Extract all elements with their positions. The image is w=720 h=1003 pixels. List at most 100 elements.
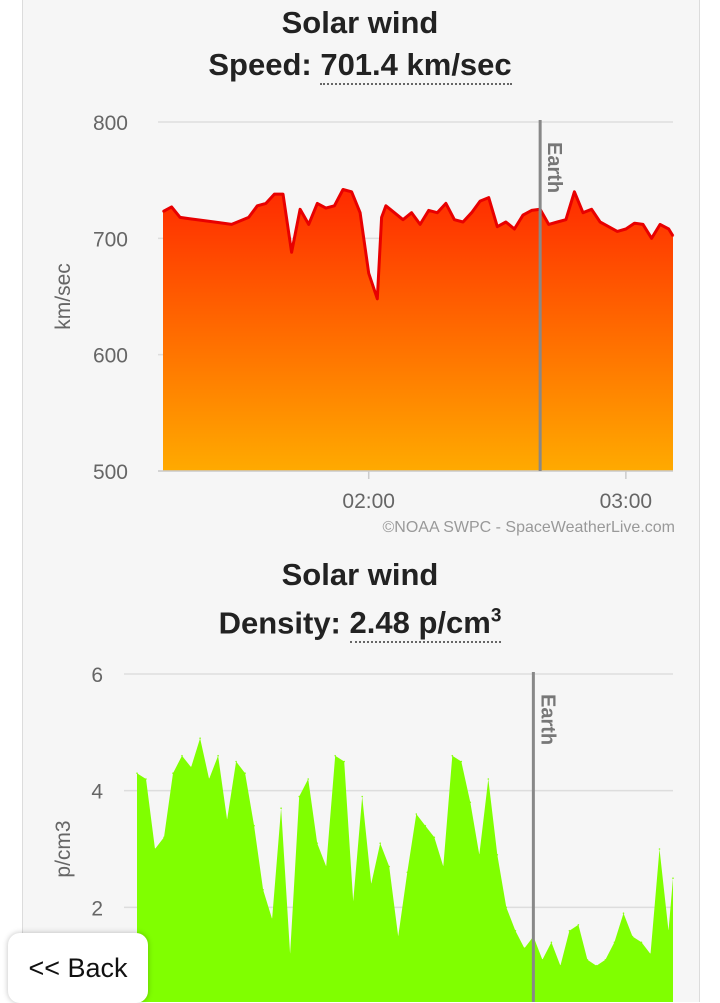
data-point xyxy=(487,196,490,199)
data-point xyxy=(350,191,353,193)
data-point xyxy=(379,842,382,844)
data-point xyxy=(433,836,436,839)
density-reading-label: Density: xyxy=(218,605,341,641)
data-point xyxy=(505,906,508,909)
data-point xyxy=(470,211,473,214)
y-tick-label: 600 xyxy=(93,345,128,368)
y-tick-label: 2 xyxy=(91,897,103,920)
data-point xyxy=(298,795,301,798)
data-point xyxy=(271,918,273,920)
data-point xyxy=(522,214,524,216)
speed-reading-value[interactable]: 701.4 km/sec xyxy=(320,47,512,85)
data-point xyxy=(265,202,267,205)
data-point xyxy=(625,228,627,230)
speed-chart: 500 600 700 800 km/sec 02:00 03:00 Earth ©NOAA S… xyxy=(52,112,675,536)
data-point xyxy=(586,959,589,961)
data-point xyxy=(530,209,533,212)
data-point xyxy=(334,754,337,757)
data-point xyxy=(325,865,328,868)
speed-reading-label: Speed: xyxy=(208,47,312,82)
data-point xyxy=(577,924,580,926)
data-point xyxy=(280,807,282,809)
data-point xyxy=(622,912,625,914)
data-point xyxy=(451,754,454,757)
data-point xyxy=(217,754,219,757)
data-point xyxy=(568,929,571,932)
data-point xyxy=(604,959,607,961)
data-point xyxy=(299,208,301,211)
y-tick-label: 700 xyxy=(93,228,128,251)
data-point xyxy=(582,211,584,214)
data-point xyxy=(145,778,147,780)
data-point xyxy=(190,766,192,769)
back-button[interactable]: << Back xyxy=(8,933,148,1003)
data-point xyxy=(367,272,370,275)
data-point xyxy=(460,760,463,763)
data-point xyxy=(445,202,447,205)
data-point xyxy=(247,216,250,219)
data-point xyxy=(573,191,576,193)
data-point xyxy=(590,208,593,211)
data-point xyxy=(154,848,156,850)
earth-marker-label: Earth xyxy=(536,694,558,745)
y-tick-label: 800 xyxy=(93,112,128,135)
data-point xyxy=(667,228,670,230)
data-point xyxy=(397,935,400,938)
data-point xyxy=(541,959,544,961)
data-point xyxy=(650,237,653,240)
data-point xyxy=(478,854,481,856)
data-point xyxy=(613,941,616,944)
density-chart-title: Solar wind xyxy=(281,557,439,592)
data-point xyxy=(453,218,456,221)
data-point xyxy=(170,206,173,208)
data-point xyxy=(487,778,490,780)
data-point xyxy=(424,824,427,827)
data-point xyxy=(289,953,291,955)
data-point xyxy=(213,221,216,223)
data-point xyxy=(514,929,517,932)
y-tick-label: 500 xyxy=(93,461,128,484)
data-point xyxy=(640,941,643,944)
data-point xyxy=(672,235,674,237)
density-reading: Density: 2.48 p/cm3 xyxy=(0,597,720,644)
data-point xyxy=(595,964,598,967)
data-point xyxy=(179,216,181,219)
data-point xyxy=(226,819,228,821)
data-point xyxy=(343,760,346,763)
data-point xyxy=(307,778,310,780)
data-point xyxy=(282,193,284,195)
data-point xyxy=(559,964,562,967)
data-point xyxy=(556,221,559,223)
speed-chart-title: Solar wind xyxy=(281,5,439,40)
data-point xyxy=(402,218,404,221)
x-tick-label: 03:00 xyxy=(600,490,653,513)
data-point xyxy=(415,813,418,815)
data-point xyxy=(633,222,636,224)
data-point xyxy=(547,223,550,226)
density-reading-superscript: 3 xyxy=(490,606,502,627)
data-point xyxy=(370,883,373,885)
y-axis-label: p/cm3 xyxy=(52,820,75,877)
y-tick-label: 4 xyxy=(91,781,103,804)
data-point xyxy=(659,223,661,226)
data-point xyxy=(163,836,165,839)
data-point xyxy=(172,772,174,774)
density-reading-value[interactable]: 2.48 p/cm3 xyxy=(349,605,502,644)
data-point xyxy=(181,754,183,757)
data-point xyxy=(436,211,439,214)
density-reading-number: 2.48 p/cm xyxy=(349,605,491,641)
data-point xyxy=(325,207,327,209)
data-point xyxy=(380,216,383,219)
data-point xyxy=(607,225,610,228)
data-point xyxy=(235,760,237,763)
data-point xyxy=(256,205,259,207)
data-point xyxy=(505,221,507,223)
data-point xyxy=(410,211,413,214)
data-point xyxy=(496,225,499,228)
data-point xyxy=(342,188,344,191)
data-point xyxy=(550,941,553,944)
data-point xyxy=(642,223,644,226)
data-point xyxy=(262,889,264,891)
earth-marker-label: Earth xyxy=(543,142,565,193)
data-point xyxy=(208,778,210,780)
